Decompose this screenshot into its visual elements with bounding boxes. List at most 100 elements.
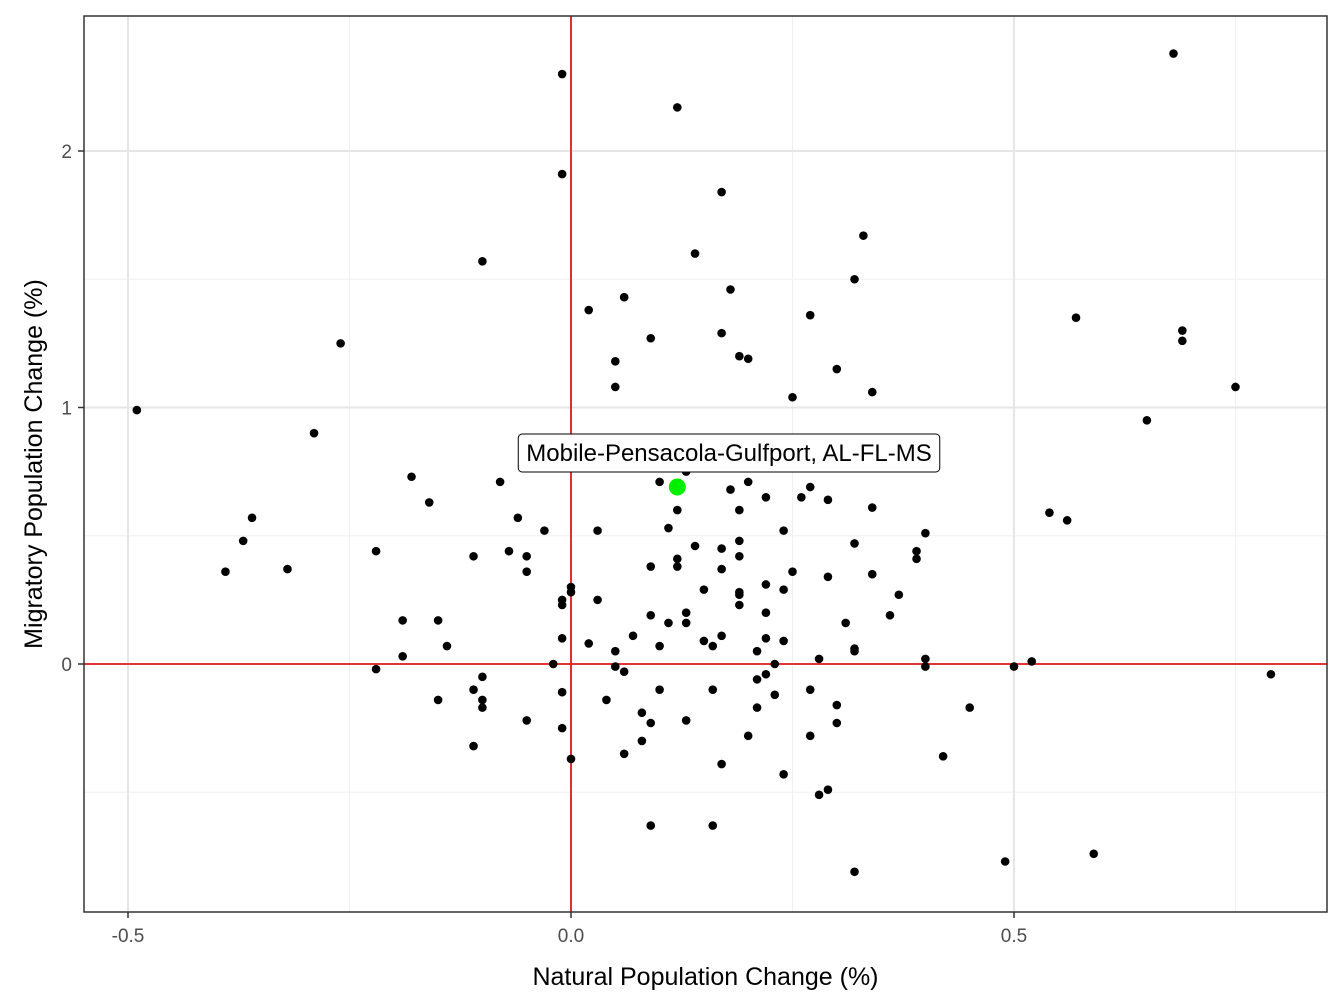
data-point[interactable] — [761, 669, 771, 679]
data-point[interactable] — [557, 600, 567, 610]
data-point[interactable] — [655, 685, 664, 694]
data-point[interactable] — [557, 687, 567, 697]
data-point[interactable] — [885, 610, 895, 620]
data-point[interactable] — [433, 616, 443, 625]
data-point[interactable] — [619, 667, 629, 676]
data-point[interactable] — [557, 169, 567, 179]
data-point[interactable] — [221, 567, 230, 576]
data-point[interactable] — [673, 562, 682, 571]
data-point[interactable] — [611, 662, 620, 671]
data-point[interactable] — [336, 339, 345, 348]
data-point[interactable] — [548, 659, 558, 669]
data-point[interactable] — [611, 382, 620, 392]
data-point[interactable] — [761, 634, 771, 643]
data-point[interactable] — [469, 685, 478, 694]
data-point[interactable] — [1071, 313, 1081, 323]
data-point[interactable] — [566, 587, 576, 597]
data-point[interactable] — [628, 631, 638, 641]
data-point[interactable] — [717, 631, 726, 641]
data-point[interactable] — [1178, 326, 1187, 335]
data-point[interactable] — [805, 310, 815, 320]
data-point[interactable] — [912, 546, 921, 556]
data-point[interactable] — [841, 618, 850, 628]
data-point[interactable] — [1009, 662, 1019, 671]
data-point[interactable] — [646, 333, 656, 343]
data-point[interactable] — [832, 718, 842, 728]
data-point[interactable] — [690, 541, 700, 551]
data-point[interactable] — [894, 590, 904, 600]
data-point[interactable] — [779, 636, 788, 646]
data-point[interactable] — [611, 646, 620, 656]
data-point[interactable] — [965, 703, 974, 712]
data-point[interactable] — [407, 472, 416, 482]
data-point[interactable] — [673, 505, 682, 515]
data-point[interactable] — [309, 428, 319, 438]
data-point[interactable] — [681, 716, 691, 725]
data-point[interactable] — [1089, 849, 1099, 859]
data-point[interactable] — [823, 785, 833, 794]
data-point[interactable] — [637, 708, 647, 718]
data-point[interactable] — [717, 544, 726, 553]
data-point[interactable] — [912, 554, 921, 564]
data-point[interactable] — [655, 641, 664, 651]
data-point[interactable] — [664, 523, 673, 533]
data-point[interactable] — [761, 492, 771, 502]
data-point[interactable] — [557, 634, 567, 643]
data-point[interactable] — [540, 526, 549, 535]
data-point[interactable] — [788, 392, 797, 402]
data-point[interactable] — [770, 690, 780, 700]
data-point[interactable] — [832, 700, 842, 710]
data-point[interactable] — [664, 618, 673, 628]
data-point[interactable] — [371, 664, 381, 674]
data-point[interactable] — [619, 292, 629, 302]
data-point[interactable] — [708, 685, 718, 694]
data-point[interactable] — [805, 482, 815, 492]
data-point[interactable] — [717, 187, 726, 197]
data-point[interactable] — [735, 536, 744, 546]
data-point[interactable] — [752, 675, 762, 684]
data-point[interactable] — [797, 492, 806, 502]
data-point[interactable] — [522, 551, 531, 561]
data-point[interactable] — [805, 685, 815, 694]
data-point[interactable] — [735, 551, 744, 561]
highlight-point[interactable] — [668, 478, 686, 496]
data-point[interactable] — [850, 646, 859, 656]
data-point[interactable] — [921, 528, 930, 538]
data-point[interactable] — [770, 659, 780, 669]
data-point[interactable] — [805, 731, 815, 741]
data-point[interactable] — [433, 695, 443, 705]
data-point[interactable] — [735, 351, 744, 361]
data-point[interactable] — [424, 498, 434, 507]
data-point[interactable] — [522, 567, 531, 576]
data-point[interactable] — [557, 723, 567, 733]
data-point[interactable] — [681, 618, 691, 628]
data-point[interactable] — [522, 716, 531, 725]
data-point[interactable] — [646, 718, 656, 728]
data-point[interactable] — [752, 646, 762, 656]
data-point[interactable] — [717, 564, 726, 574]
data-point[interactable] — [619, 749, 629, 759]
data-point[interactable] — [717, 759, 726, 769]
data-point[interactable] — [469, 741, 478, 751]
data-point[interactable] — [398, 616, 407, 625]
data-point[interactable] — [717, 328, 726, 338]
data-point[interactable] — [1142, 416, 1152, 425]
data-point[interactable] — [761, 580, 771, 589]
data-point[interactable] — [708, 821, 718, 830]
data-point[interactable] — [611, 357, 620, 366]
data-point[interactable] — [469, 551, 478, 561]
data-point[interactable] — [779, 769, 788, 779]
data-point[interactable] — [673, 103, 682, 112]
data-point[interactable] — [602, 695, 611, 705]
data-point[interactable] — [593, 526, 602, 535]
data-point[interactable] — [1045, 508, 1054, 517]
data-point[interactable] — [690, 249, 700, 258]
data-point[interactable] — [398, 652, 407, 661]
data-point[interactable] — [752, 703, 762, 712]
data-point[interactable] — [921, 662, 930, 671]
data-point[interactable] — [1231, 382, 1240, 392]
data-point[interactable] — [814, 790, 824, 800]
data-point[interactable] — [735, 600, 744, 610]
data-point[interactable] — [513, 513, 523, 523]
data-point[interactable] — [823, 572, 833, 582]
